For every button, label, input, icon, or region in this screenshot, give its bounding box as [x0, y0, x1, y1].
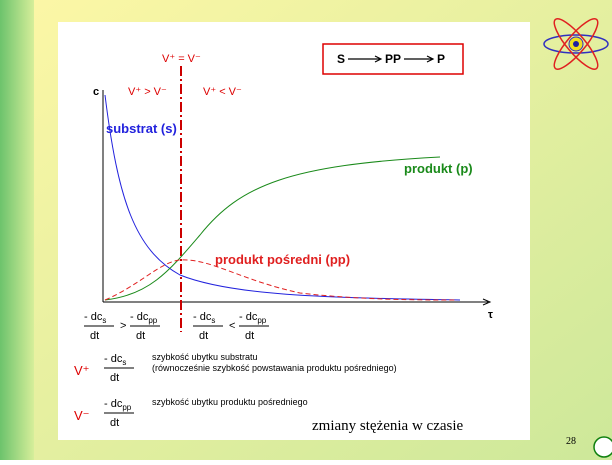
- subscript: s: [122, 358, 126, 367]
- numerator: - dc: [104, 398, 123, 410]
- side-stripe: [0, 0, 34, 460]
- curve-label: substrat (s): [106, 121, 177, 136]
- nav-circle: [594, 437, 612, 457]
- fraction-denominator: dt: [199, 330, 208, 342]
- subscript: pp: [148, 316, 157, 325]
- reaction-species: P: [437, 52, 445, 66]
- numerator: - dc: [84, 311, 103, 323]
- subscript: s: [211, 316, 215, 325]
- curve-label: produkt pośredni (pp): [215, 252, 350, 267]
- region-label: V⁺ > V⁻: [128, 86, 167, 98]
- subscript: s: [102, 316, 106, 325]
- caption: zmiany stężenia w czasie: [312, 418, 464, 434]
- fraction-denominator: dt: [90, 330, 99, 342]
- page-number: 28: [566, 436, 576, 447]
- numerator: - dc: [130, 311, 149, 323]
- subscript: pp: [122, 403, 131, 412]
- curve-label: produkt (p): [404, 161, 473, 176]
- comparison-sign: <: [229, 320, 235, 332]
- y-axis-label: c: [93, 86, 99, 98]
- legend-text: szybkość ubytku substratu: [152, 352, 258, 362]
- numerator: - dc: [104, 353, 123, 365]
- region-label: V⁺ < V⁻: [203, 86, 242, 98]
- numerator: - dc: [239, 311, 258, 323]
- content-panel: [58, 22, 530, 440]
- reaction-species: S: [337, 52, 345, 66]
- subscript: pp: [257, 316, 266, 325]
- rate-symbol: V⁺: [74, 363, 90, 378]
- reaction-species: PP: [385, 52, 401, 66]
- legend-text: szybkość ubytku produktu pośredniego: [152, 397, 308, 407]
- fraction-denominator: dt: [136, 330, 145, 342]
- x-axis-label: τ: [488, 309, 493, 321]
- numerator: - dc: [193, 311, 212, 323]
- slide: S PP P c τ V⁺ = V⁻ V⁺ > V⁻ V⁺ < V⁻ subst…: [0, 0, 612, 460]
- rate-symbol: V⁻: [74, 408, 90, 423]
- fraction-denominator: dt: [245, 330, 254, 342]
- legend-text: (równocześnie szybkość powstawania produ…: [152, 363, 397, 373]
- fraction-denominator: dt: [110, 372, 119, 384]
- page: S PP P c τ V⁺ = V⁻ V⁺ > V⁻ V⁺ < V⁻ subst…: [0, 0, 612, 465]
- comparison-sign: >: [120, 320, 126, 332]
- equal-rate-label: V⁺ = V⁻: [162, 53, 201, 65]
- fraction-denominator: dt: [110, 417, 119, 429]
